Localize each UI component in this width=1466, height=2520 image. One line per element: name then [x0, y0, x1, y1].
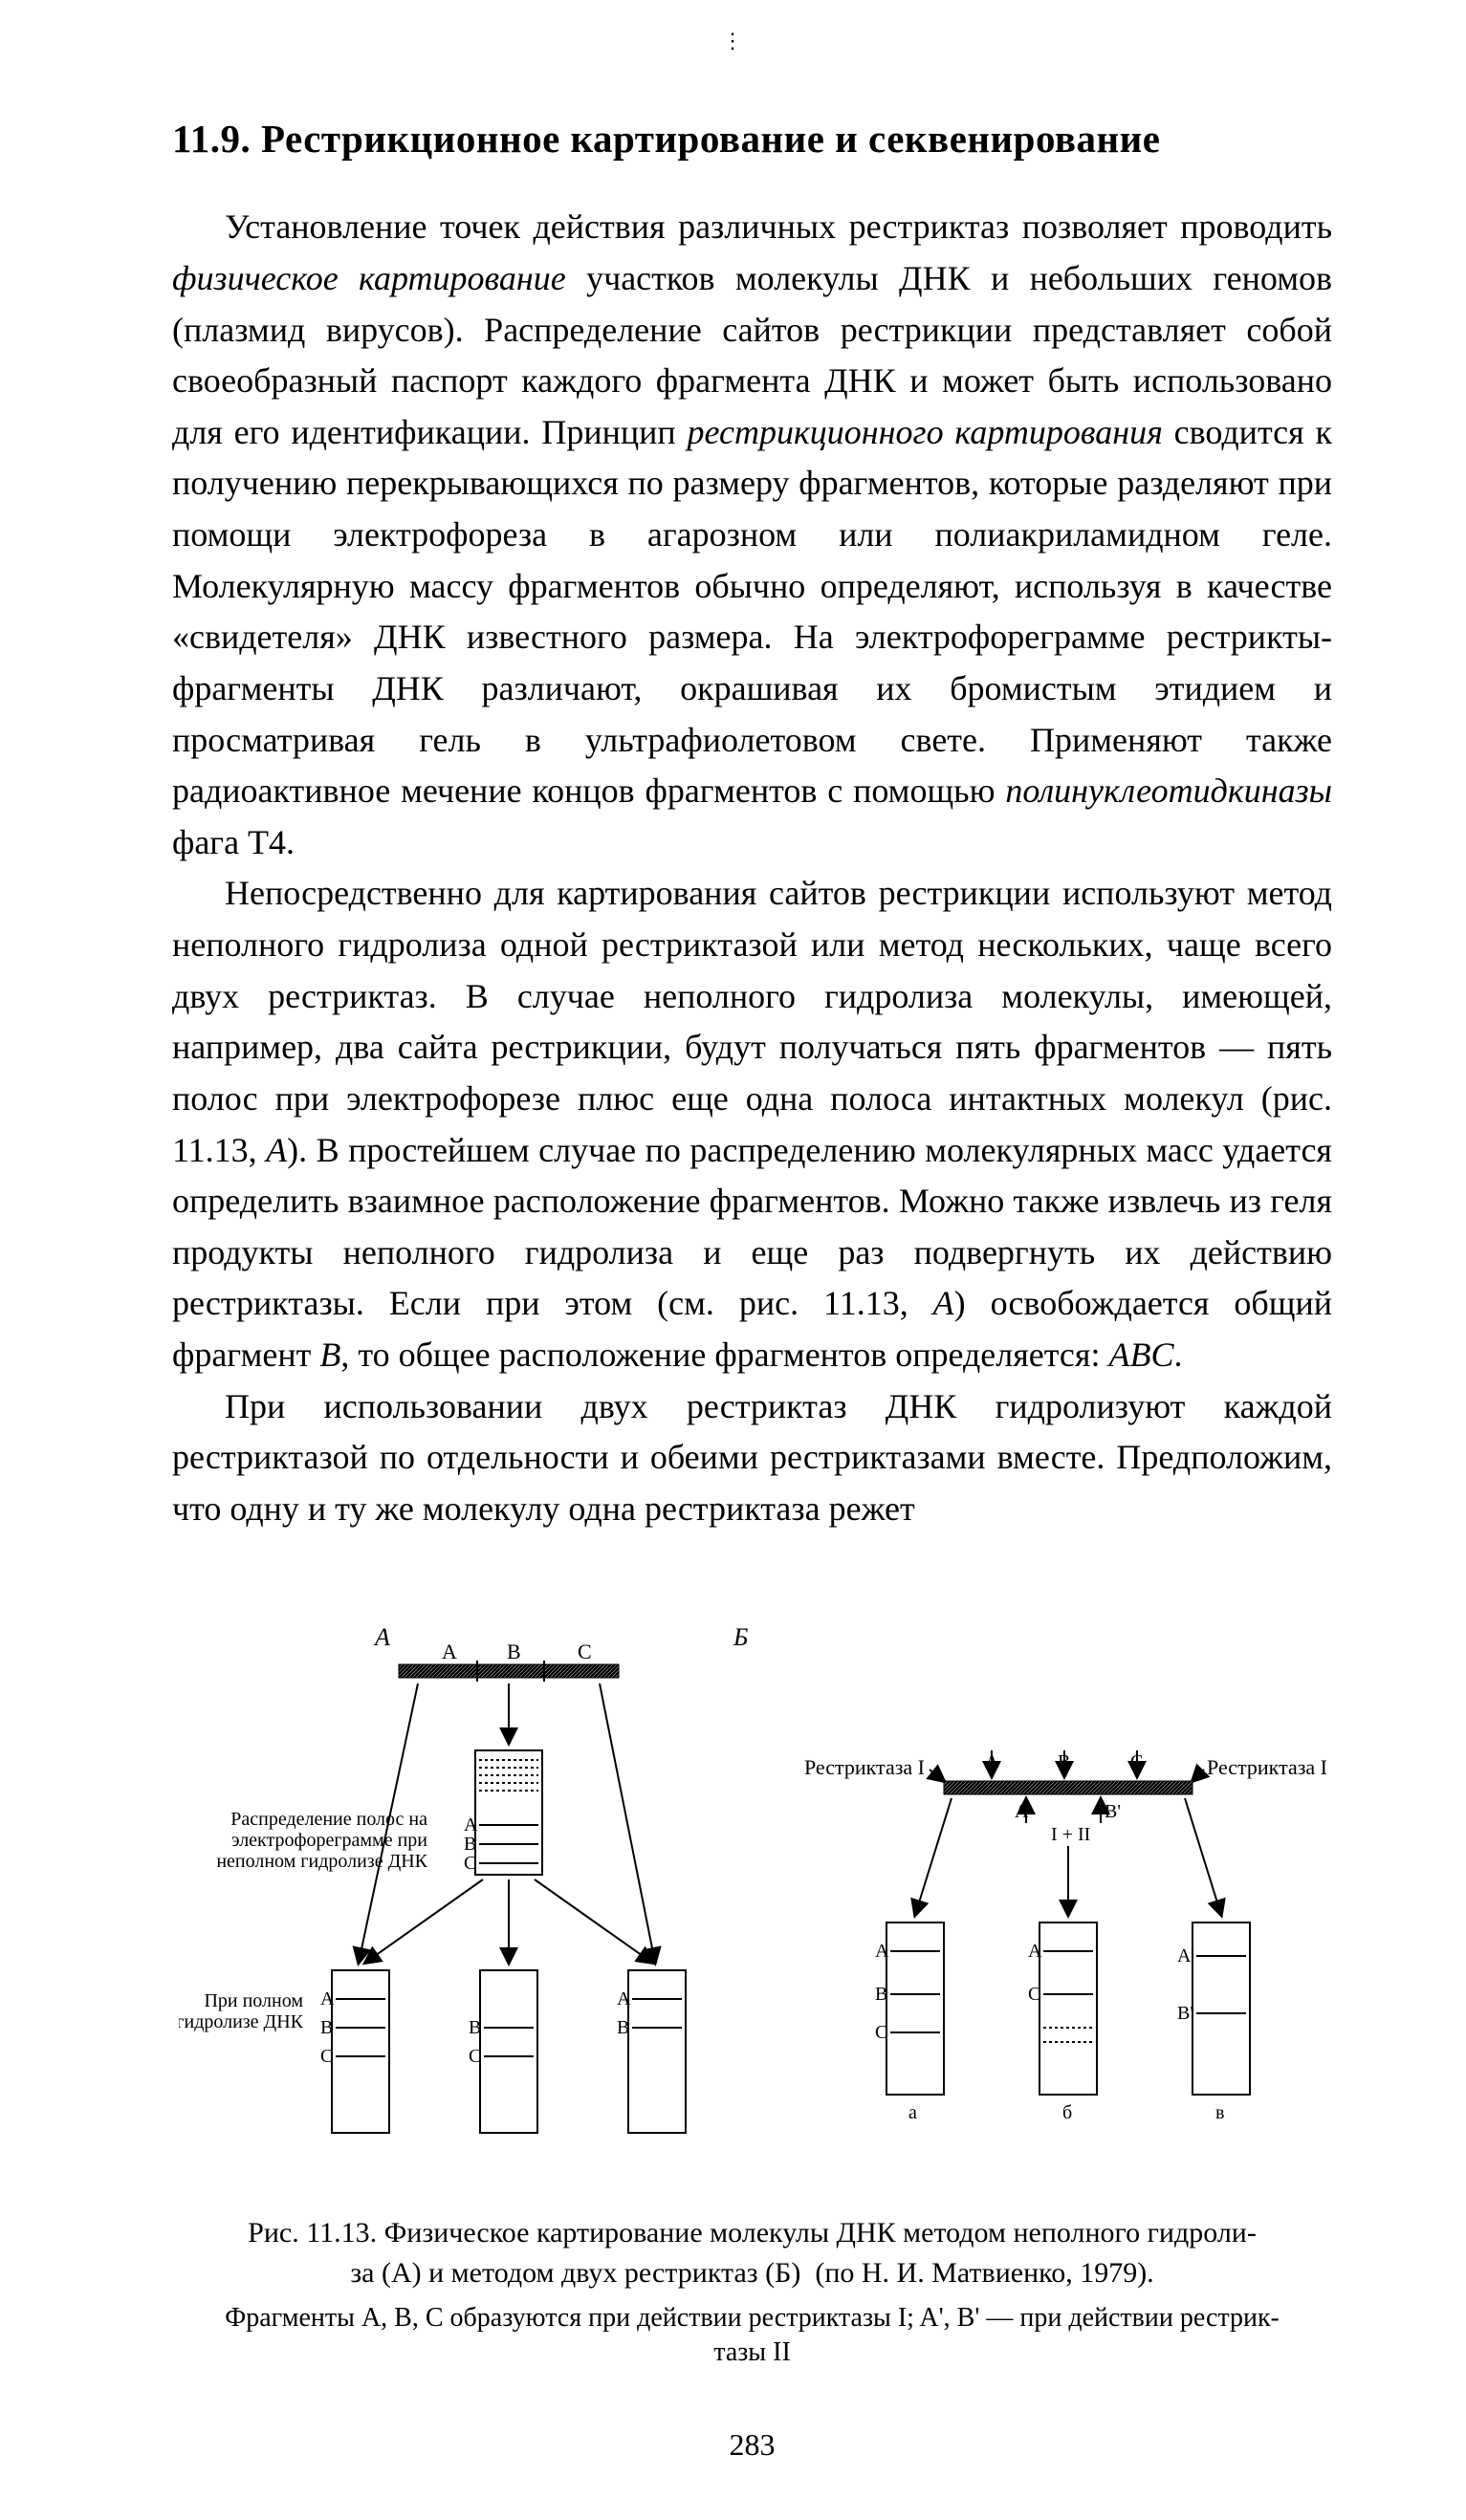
caption-line-2: за (А) и методом двух рестриктаз (Б) (по… — [172, 2254, 1332, 2293]
restr-1-label: Рестриктаза I — [803, 1755, 924, 1779]
svg-text:A': A' — [1177, 1945, 1194, 1966]
lane-b-c: A' B' в — [1177, 1923, 1250, 2123]
subcaption-line-1: Фрагменты A, B, C образуются при действи… — [172, 2301, 1332, 2335]
cap-full-1: При полном — [204, 1990, 303, 2011]
page-number: 283 — [172, 2427, 1332, 2463]
svg-text:A: A — [875, 1941, 889, 1962]
panel-a-label: А — [373, 1623, 390, 1651]
dna-bar-a — [399, 1664, 619, 1678]
caption-line-1: Рис. 11.13. Физическое картирование моле… — [172, 2214, 1332, 2253]
figure-subcaption: Фрагменты A, B, C образуются при действи… — [172, 2301, 1332, 2371]
svg-text:C: C — [464, 1853, 476, 1874]
svg-text:B: B — [320, 2017, 333, 2038]
lane-b-b: A C б — [1028, 1923, 1097, 2123]
svg-text:C: C — [875, 2022, 887, 2043]
cap-partial-1: Распределение полос на — [230, 1809, 427, 1830]
sub-a: а — [908, 2102, 917, 2123]
bottom-lane-3: A B — [617, 1970, 686, 2133]
paragraph-1: Установление точек действия различных ре… — [172, 202, 1332, 868]
subcaption-line-2: тазы II — [172, 2335, 1332, 2370]
svg-text:B: B — [1058, 1751, 1070, 1772]
svg-text:A: A — [617, 1988, 631, 2009]
svg-text:A: A — [464, 1814, 478, 1836]
seg-b: B — [507, 1640, 521, 1663]
section-heading: 11.9. Рестрикционное картирование и секв… — [172, 115, 1332, 163]
svg-text:B: B — [875, 1984, 887, 2005]
figure-svg: А Б A B C — [179, 1588, 1326, 2181]
page: ⋮ 11.9. Рестрикционное картирование и се… — [0, 0, 1466, 2520]
cap-partial-2: электрофореграмме при — [230, 1830, 427, 1851]
svg-text:A: A — [985, 1751, 999, 1772]
svg-text:B: B — [469, 2017, 481, 2038]
sub-b: б — [1062, 2102, 1072, 2123]
cap-partial-3: неполном гидролизе ДНК — [216, 1851, 427, 1872]
panel-b: Рестриктаза I Рестриктаза II A B C A' B' — [803, 1750, 1325, 2123]
panel-b-label: Б — [733, 1623, 748, 1651]
paragraph-3: При использовании двух рестриктаз ДНК ги… — [172, 1381, 1332, 1535]
restr-2-label: Рестриктаза II — [1207, 1755, 1326, 1779]
sub-c: в — [1215, 2102, 1224, 2123]
svg-text:B: B — [464, 1834, 476, 1855]
lane-b-a: A B C а — [875, 1923, 944, 2123]
panel-a: A B C A B C — [179, 1640, 686, 2133]
svg-text:A: A — [1028, 1941, 1042, 1962]
paragraph-2: Непосредственно для картирования сайтов … — [172, 868, 1332, 1380]
gel-lane-mid — [475, 1750, 542, 1875]
bottom-lane-1: A B C — [320, 1970, 389, 2133]
svg-text:B': B' — [1177, 2003, 1193, 2024]
figure-11-13: А Б A B C — [172, 1588, 1332, 2371]
svg-text:C: C — [469, 2046, 481, 2067]
i-plus-ii: I + II — [1051, 1824, 1090, 1845]
figure-caption: Рис. 11.13. Физическое картирование моле… — [172, 2214, 1332, 2293]
cap-full-2: гидролизе ДНК — [179, 2011, 304, 2032]
top-dots-ornament: ⋮ — [722, 29, 744, 54]
dna-bar-b — [944, 1781, 1192, 1794]
seg-a: A — [442, 1640, 457, 1663]
svg-text:B: B — [617, 2017, 629, 2038]
seg-c: C — [578, 1640, 592, 1663]
svg-text:C: C — [320, 2046, 333, 2067]
bottom-lane-2: B C — [469, 1970, 537, 2133]
svg-text:A: A — [320, 1988, 335, 2009]
svg-text:C: C — [1028, 1984, 1040, 2005]
svg-text:C: C — [1130, 1751, 1143, 1772]
svg-text:B': B' — [1105, 1801, 1121, 1822]
body-text: Установление точек действия различных ре… — [172, 202, 1332, 1534]
svg-text:A': A' — [1015, 1801, 1032, 1822]
